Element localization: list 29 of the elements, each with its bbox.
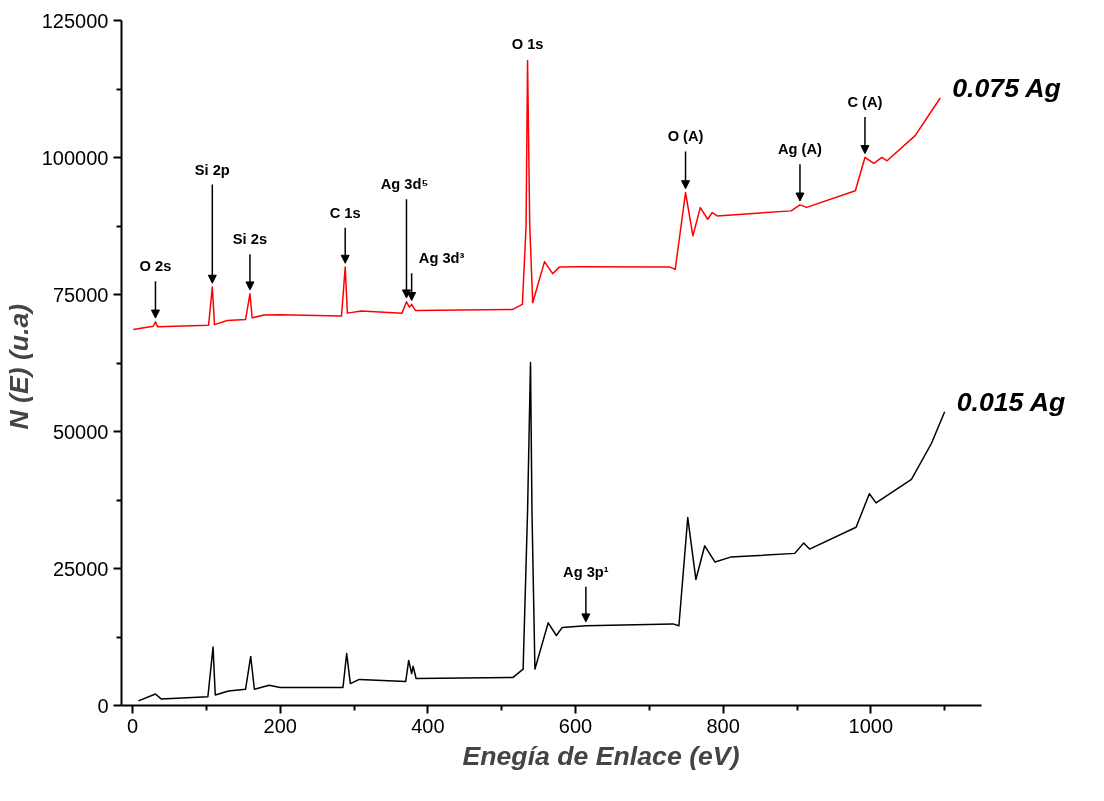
x-tick-label: 1000: [848, 714, 894, 737]
series-label: 0.015 Ag: [956, 386, 1066, 417]
y-tick-label: 50000: [52, 420, 109, 443]
y-tick-label: 100000: [41, 146, 109, 169]
annotation: Ag 3p¹: [563, 563, 609, 580]
x-tick-label: 200: [263, 714, 297, 737]
annotation: O 1s: [511, 35, 544, 52]
y-tick-label: 75000: [52, 283, 109, 306]
annotation: Si 2p: [194, 161, 230, 178]
series-label: 0.075 Ag: [952, 72, 1061, 103]
y-tick-label: 125000: [41, 9, 109, 32]
y-tick-label: 25000: [52, 557, 109, 580]
x-tick-label: 0: [127, 714, 139, 737]
annotation: Ag 3d³: [418, 250, 465, 267]
x-axis-title: Enegía de Enlace (eV): [462, 740, 740, 771]
x-tick-label: 400: [411, 714, 445, 737]
y-axis-title: N (E) (u.a): [3, 303, 34, 430]
line-series: [137, 361, 946, 702]
x-tick-label: 600: [558, 714, 593, 737]
annotation: Ag (A): [778, 141, 823, 158]
annotation: C 1s: [329, 204, 361, 221]
y-tick-label: 0: [97, 694, 109, 717]
line-series: [132, 59, 941, 331]
annotation: Ag 3d⁵: [380, 176, 429, 193]
annotation: O (A): [667, 128, 704, 145]
annotation: Si 2s: [232, 231, 268, 248]
annotation: O 2s: [139, 258, 172, 275]
annotation: C (A): [847, 93, 883, 110]
x-tick-label: 800: [706, 714, 740, 737]
